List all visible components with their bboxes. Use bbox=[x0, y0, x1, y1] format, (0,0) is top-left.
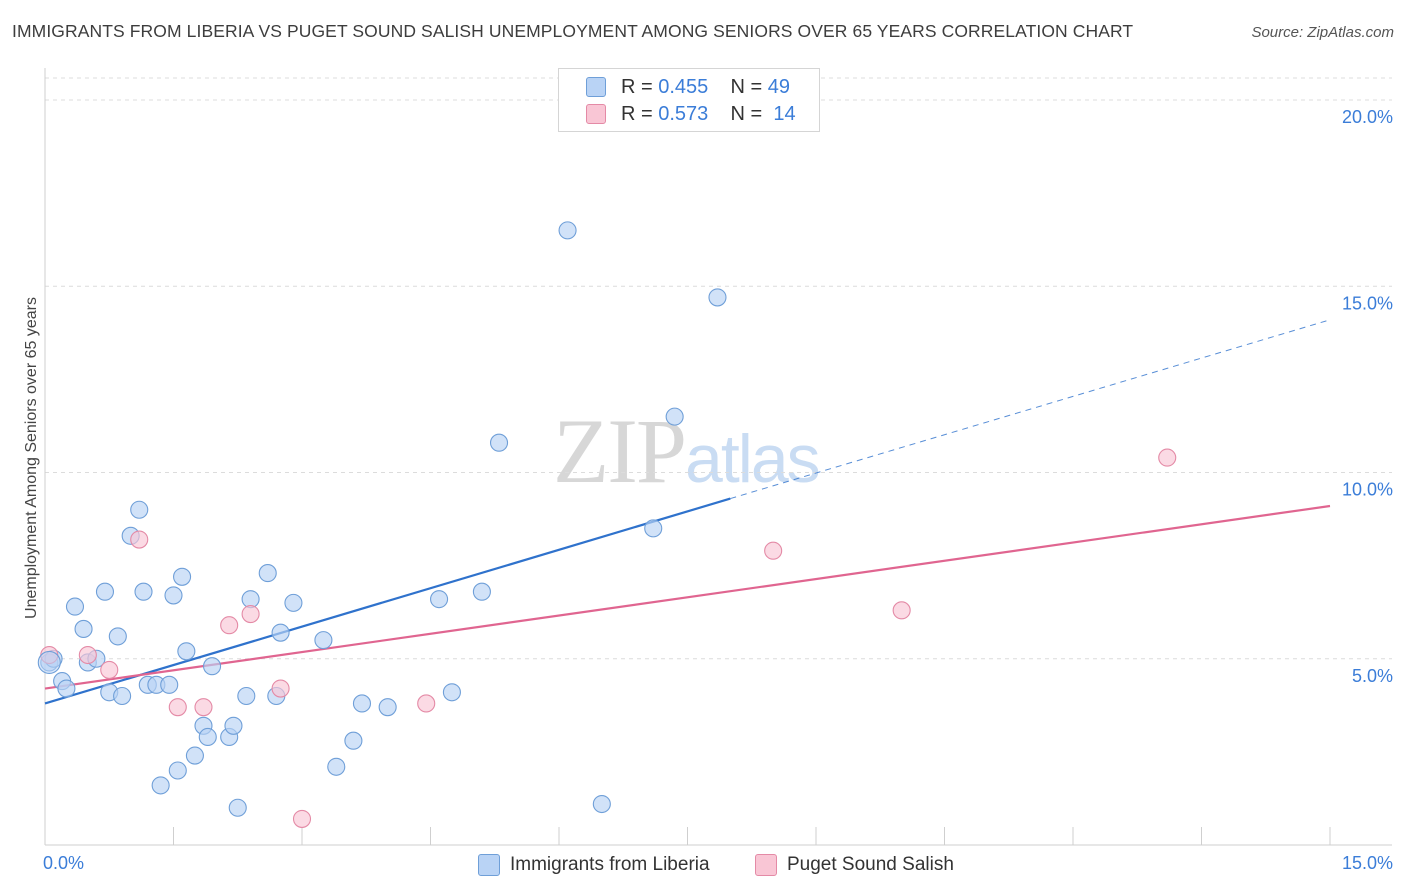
point-salish bbox=[78, 645, 97, 665]
legend-r-label: R = bbox=[621, 102, 653, 125]
data-points bbox=[37, 221, 1177, 828]
bottom-legend-label: Immigrants from Liberia bbox=[510, 854, 710, 875]
point-salish bbox=[764, 541, 783, 560]
legend-swatch-salish bbox=[586, 104, 606, 124]
point-liberia bbox=[489, 433, 509, 452]
point-liberia bbox=[173, 567, 192, 586]
grid bbox=[45, 77, 1392, 660]
trendline-liberia bbox=[44, 497, 731, 705]
point-liberia bbox=[258, 564, 277, 583]
point-salish bbox=[271, 679, 290, 698]
point-liberia bbox=[708, 288, 727, 307]
point-liberia bbox=[665, 407, 684, 426]
point-liberia bbox=[442, 683, 461, 702]
point-salish bbox=[292, 809, 312, 828]
axes bbox=[44, 68, 1392, 846]
trendline-liberia-extension bbox=[730, 319, 1331, 500]
legend-r-value: 0.455 bbox=[658, 75, 709, 98]
x-tick-label: 0.0% bbox=[43, 853, 84, 873]
point-liberia bbox=[185, 746, 204, 765]
point-liberia bbox=[95, 582, 115, 601]
legend-r-label: R = bbox=[621, 75, 653, 98]
point-liberia bbox=[134, 582, 153, 601]
point-liberia bbox=[151, 776, 170, 795]
point-liberia bbox=[224, 716, 243, 735]
point-liberia bbox=[57, 679, 76, 698]
point-liberia bbox=[65, 597, 85, 616]
point-liberia bbox=[164, 586, 183, 605]
legend-n-label: N = bbox=[730, 75, 763, 98]
point-liberia bbox=[108, 627, 127, 646]
legend-n-label: N = bbox=[730, 102, 763, 125]
chart-title: IMMIGRANTS FROM LIBERIA VS PUGET SOUND S… bbox=[12, 21, 1134, 41]
trendlines bbox=[44, 319, 1331, 705]
point-liberia bbox=[130, 500, 149, 519]
x-tick-label: 15.0% bbox=[1342, 853, 1393, 873]
point-salish bbox=[194, 698, 213, 717]
point-liberia bbox=[74, 619, 93, 639]
point-liberia bbox=[113, 686, 132, 706]
point-liberia bbox=[228, 798, 247, 817]
y-tick-label: 15.0% bbox=[1342, 293, 1393, 313]
legend-swatch-liberia bbox=[586, 77, 606, 97]
point-salish bbox=[130, 530, 149, 549]
correlation-legend: R = 0.455 N = 49 R = 0.573 N = 14 bbox=[558, 68, 820, 132]
point-liberia bbox=[430, 590, 449, 609]
legend-r-value: 0.573 bbox=[658, 102, 709, 125]
point-liberia bbox=[198, 727, 217, 747]
trendline-salish bbox=[44, 504, 1331, 690]
point-liberia bbox=[592, 794, 611, 814]
point-liberia bbox=[203, 657, 222, 676]
point-liberia bbox=[352, 694, 372, 713]
point-liberia bbox=[314, 631, 333, 650]
y-axis-label: Unemployment Among Seniors over 65 years bbox=[23, 297, 40, 619]
point-liberia bbox=[271, 623, 290, 642]
point-salish bbox=[417, 694, 436, 713]
point-liberia bbox=[472, 582, 491, 601]
point-salish bbox=[892, 601, 911, 620]
point-liberia bbox=[344, 731, 363, 750]
point-salish bbox=[100, 660, 119, 679]
point-liberia bbox=[284, 593, 303, 612]
point-liberia bbox=[558, 221, 577, 240]
y-tick-label: 20.0% bbox=[1342, 107, 1393, 127]
legend-row-salish: R = 0.573 N = 14 bbox=[586, 102, 796, 126]
bottom-legend-liberia: Immigrants from Liberia bbox=[478, 852, 710, 878]
tick-labels: 5.0% 10.0% 15.0% 20.0% 0.0% 15.0% bbox=[43, 107, 1393, 873]
point-salish bbox=[220, 616, 239, 635]
legend-row-liberia: R = 0.455 N = 49 bbox=[586, 75, 791, 99]
bottom-legend-label: Puget Sound Salish bbox=[787, 854, 954, 875]
point-liberia bbox=[237, 686, 256, 706]
y-tick-label: 5.0% bbox=[1352, 666, 1393, 686]
source-label: Source: ZipAtlas.com bbox=[1251, 24, 1394, 41]
point-liberia bbox=[644, 519, 663, 538]
legend-n-value: 14 bbox=[773, 102, 796, 125]
bottom-swatch-salish bbox=[755, 854, 777, 876]
point-liberia bbox=[168, 761, 187, 780]
watermark-atlas: atlas bbox=[685, 421, 821, 497]
point-salish bbox=[1158, 448, 1177, 467]
bottom-swatch-liberia bbox=[478, 854, 500, 876]
point-salish bbox=[241, 604, 260, 624]
watermark: ZIPatlas bbox=[553, 398, 821, 504]
legend-n-value: 49 bbox=[767, 75, 791, 98]
point-liberia bbox=[160, 675, 179, 694]
point-liberia bbox=[37, 650, 61, 675]
y-tick-label: 10.0% bbox=[1342, 480, 1393, 500]
point-salish bbox=[168, 698, 187, 717]
watermark-zip: ZIP bbox=[553, 400, 687, 502]
point-liberia bbox=[177, 642, 196, 661]
point-liberia bbox=[378, 698, 397, 717]
point-liberia bbox=[327, 757, 346, 776]
bottom-legend-salish: Puget Sound Salish bbox=[755, 852, 954, 878]
